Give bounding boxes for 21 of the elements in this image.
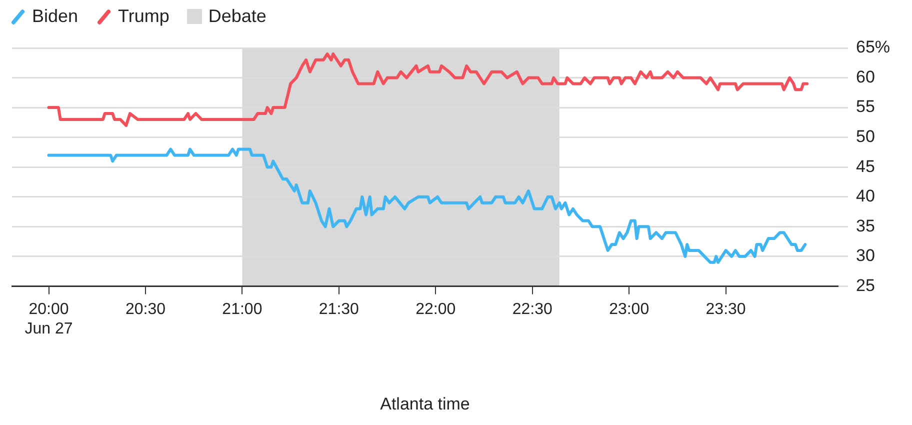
x-tick-label: 20:30	[125, 301, 166, 318]
x-tick-label: 20:00 Jun 27	[24, 301, 73, 338]
y-tick-label: 50	[856, 127, 875, 146]
y-tick-label: 25	[856, 276, 875, 295]
legend-label: Biden	[32, 6, 78, 27]
y-tick-label: 35	[856, 216, 875, 236]
legend-label: Debate	[208, 6, 266, 27]
y-tick-label: 55	[856, 97, 875, 116]
y-tick-label: 40	[856, 186, 875, 206]
x-tick-label: 22:30	[512, 301, 552, 318]
x-tick-label: 21:00	[222, 301, 262, 318]
legend-label: Trump	[118, 6, 170, 27]
x-tick-label: 22:00	[416, 301, 456, 318]
x-tick-label: 23:30	[706, 301, 746, 318]
x-tick-label: 23:00	[609, 301, 650, 318]
y-tick-label: 60	[856, 67, 875, 86]
x-axis-title: Atlanta time	[380, 394, 470, 414]
x-tick-label: 21:30	[318, 301, 360, 318]
y-tick-label: 30	[856, 246, 875, 266]
y-tick-label: 65%	[856, 38, 890, 57]
y-tick-label: 45	[856, 156, 875, 176]
